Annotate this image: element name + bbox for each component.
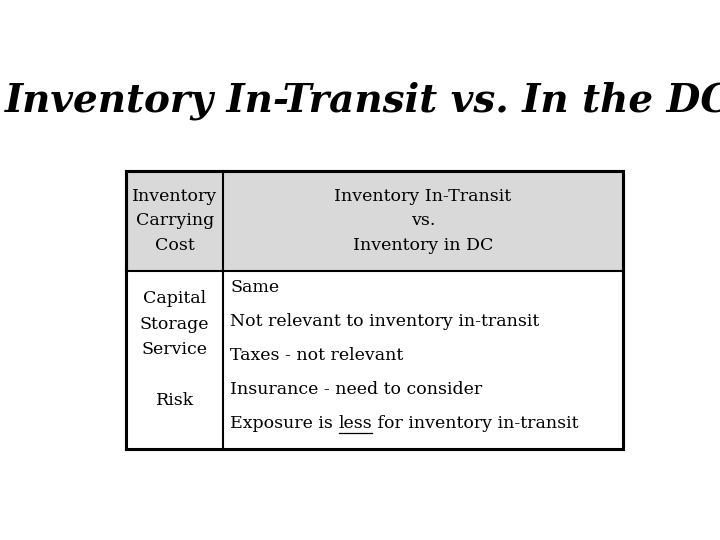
Text: Capital
Storage
Service

Risk: Capital Storage Service Risk	[140, 291, 210, 409]
Text: Not relevant to inventory in-transit: Not relevant to inventory in-transit	[230, 313, 539, 329]
Text: Inventory In-Transit
vs.
Inventory in DC: Inventory In-Transit vs. Inventory in DC	[334, 188, 512, 254]
Text: less: less	[338, 415, 372, 431]
Text: for inventory in-transit: for inventory in-transit	[372, 415, 579, 431]
Text: Taxes - not relevant: Taxes - not relevant	[230, 347, 404, 363]
Text: Insurance - need to consider: Insurance - need to consider	[230, 381, 482, 397]
Text: Inventory
Carrying
Cost: Inventory Carrying Cost	[132, 188, 217, 254]
Text: Inventory In-Transit vs. In the DC: Inventory In-Transit vs. In the DC	[5, 82, 720, 120]
Text: Exposure is: Exposure is	[230, 415, 338, 431]
Text: Same: Same	[230, 279, 279, 295]
